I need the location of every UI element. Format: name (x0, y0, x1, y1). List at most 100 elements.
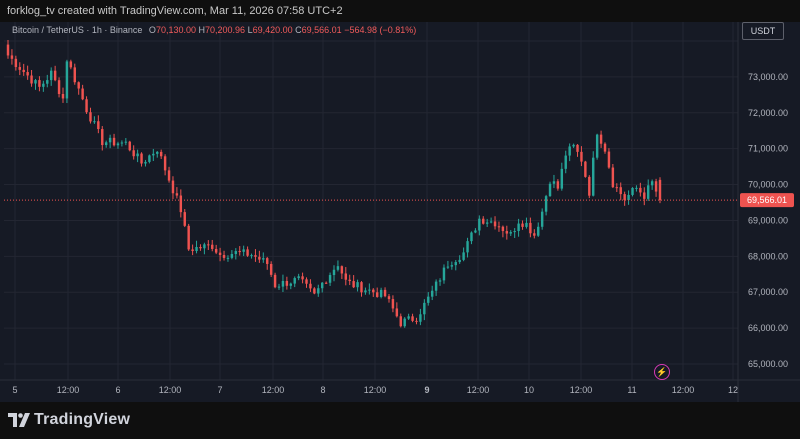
candle-body (485, 222, 489, 224)
candle-body (140, 153, 143, 164)
candle-body (34, 80, 37, 84)
candle-body (509, 232, 512, 234)
candle-body (442, 267, 446, 281)
x-tick-label: 11 (627, 385, 636, 395)
candle-body (116, 143, 120, 146)
candle-body (501, 226, 505, 232)
candle-body (458, 259, 461, 263)
candle-body (234, 251, 238, 255)
candle-body (258, 256, 261, 260)
candle-body (434, 281, 438, 291)
candle-body (183, 212, 186, 226)
candle-body (654, 181, 658, 192)
candle-body (482, 218, 485, 224)
high-value: 70,200.96 (205, 25, 246, 35)
candle-body (387, 296, 391, 300)
candle-body (46, 80, 49, 84)
candle-body (611, 167, 615, 188)
candle-body (646, 185, 650, 199)
x-tick-label: 12:00 (159, 385, 182, 395)
candle-body (607, 151, 611, 168)
y-tick-label: 71,000.00 (748, 144, 788, 154)
candle-body (372, 289, 375, 293)
candle-body (285, 280, 289, 286)
last-price-badge (740, 193, 794, 208)
candle-body (525, 222, 528, 227)
currency-badge[interactable]: USDT (742, 22, 784, 40)
candle-body (564, 155, 567, 169)
candle-body (584, 161, 587, 177)
x-tick-label: 12:00 (364, 385, 387, 395)
candle-body (348, 279, 351, 282)
y-tick-label: 73,000.00 (748, 72, 788, 82)
chart-panel[interactable] (0, 22, 800, 402)
candle-body (14, 58, 18, 68)
candle-body (489, 221, 493, 223)
candle-body (175, 193, 179, 196)
candle-body (595, 134, 599, 158)
low-key: L (247, 25, 253, 35)
candle-body (615, 187, 619, 189)
candle-body (623, 194, 626, 201)
candle-body (658, 179, 662, 201)
candle-body (152, 153, 155, 156)
ohlc-legend: Bitcoin / TetherUS · 1h · Binance O70,13… (12, 25, 416, 35)
candle-body (572, 144, 575, 147)
lightning-icon[interactable]: ⚡ (654, 364, 670, 380)
symbol-label: Bitcoin / TetherUS · 1h · Binance (12, 25, 143, 35)
candle-body (313, 288, 316, 294)
price-chart[interactable]: 73,000.00 72,000.00 71,000.00 70,000.00 69,0… (0, 22, 800, 402)
candle-body (77, 82, 80, 89)
candle-body (336, 266, 340, 270)
candle-body (619, 187, 622, 195)
candle-body (407, 316, 410, 319)
y-tick-label: 72,000.00 (748, 108, 788, 118)
candle-body (159, 151, 163, 157)
candle-body (242, 249, 245, 252)
candle-body (603, 143, 607, 152)
candle-body (269, 263, 273, 275)
candle-body (391, 299, 395, 309)
candle-body (112, 137, 116, 146)
candle-body (104, 142, 108, 146)
candle-body (580, 151, 583, 162)
candle-body (533, 233, 536, 236)
candle-body (218, 252, 222, 256)
candle-body (537, 226, 540, 236)
candle-body (6, 44, 10, 56)
change-value: −564.98 (−0.81%) (344, 25, 417, 35)
candle-body (101, 129, 104, 146)
candle-body (214, 248, 218, 253)
open-key: O (148, 25, 156, 35)
x-tick-label: 12:00 (467, 385, 490, 395)
candle-body (403, 318, 406, 327)
candle-body (592, 157, 595, 196)
candle-body (332, 269, 336, 276)
candle-body (49, 70, 53, 81)
candle-body (517, 223, 520, 232)
candle-body (42, 83, 45, 87)
candle-body (375, 292, 379, 297)
candle-body (395, 308, 399, 317)
y-tick-label: 67,000.00 (748, 287, 788, 297)
candle-body (187, 225, 190, 250)
candle-body (497, 226, 501, 228)
candle-body (203, 244, 206, 249)
candle-body (599, 134, 603, 144)
candle-body (85, 99, 88, 113)
candle-body (230, 254, 234, 258)
candle-body (195, 246, 198, 252)
candle-body (379, 289, 383, 297)
candle-body (639, 187, 642, 193)
candle-body (97, 121, 100, 130)
candle-body (179, 195, 183, 213)
candle-body (38, 80, 41, 87)
candle-body (132, 150, 135, 157)
candle-body (548, 183, 552, 197)
candle-body (61, 93, 65, 99)
brand-name: TradingView (34, 411, 131, 428)
candle-body (297, 276, 300, 279)
candle-body (643, 192, 646, 199)
candle-body (277, 286, 281, 288)
candle-body (167, 170, 171, 181)
